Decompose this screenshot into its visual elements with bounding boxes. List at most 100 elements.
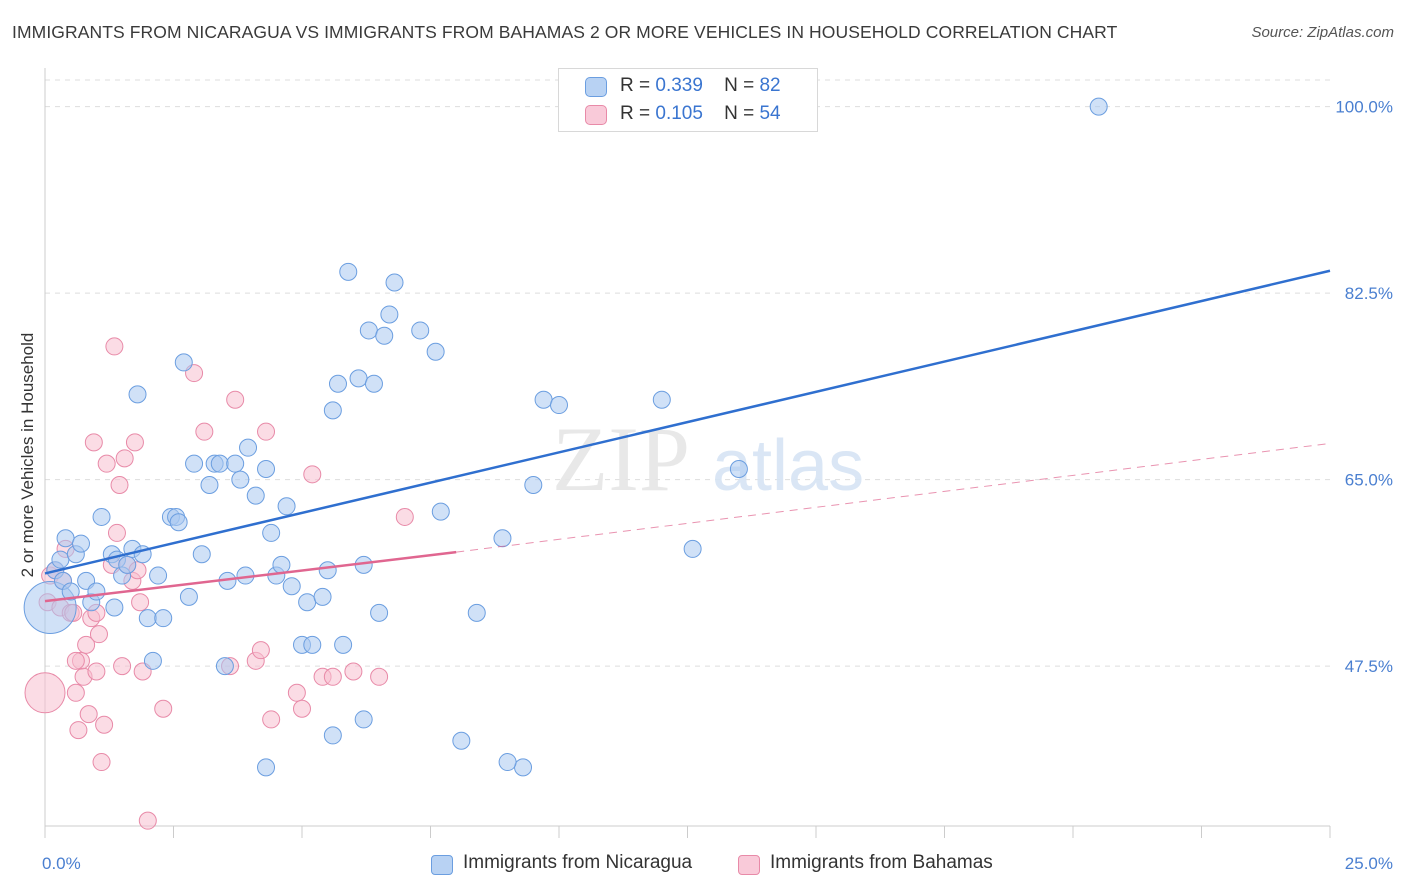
nicaragua-point-60 [370,603,389,622]
nicaragua-point-77 [1089,97,1108,116]
legend-label-nicaragua: Immigrants from Nicaragua [463,852,693,873]
trend-lines [44,269,1331,603]
watermark-zip: ZIP [552,408,690,510]
nicaragua-point-34 [215,657,234,676]
nicaragua-point-10 [87,582,106,601]
bahamas-point-36 [195,422,214,441]
bahamas-point-42 [262,710,281,729]
nicaragua-point-69 [493,529,512,548]
bahamas-point-13 [77,635,96,654]
nicaragua-point-79 [354,710,373,729]
y-tick-label-3: 100.0% [1335,98,1393,117]
y-axis-label: 2 or more Vehicles in Household [18,333,37,578]
legend-n-value-nicaragua: 82 [759,75,781,96]
bahamas-point-9 [66,683,85,702]
nicaragua-point-40 [246,486,265,505]
nicaragua-point-71 [524,475,543,494]
nicaragua-point-5 [61,582,80,601]
bahamas-point-14 [79,705,98,724]
nicaragua-point-68 [467,603,486,622]
bahamas-point-16 [84,433,103,452]
chart-title: IMMIGRANTS FROM NICARAGUA VS IMMIGRANTS … [12,22,1118,42]
bahamas-point-30 [125,433,144,452]
nicaragua-point-4 [56,529,75,548]
nicaragua-trend-line [44,269,1331,575]
nicaragua-point-18 [128,385,147,404]
tick-labels: 47.5% 65.0% 82.5% 100.0% 0.0% 25.0% [42,98,1393,873]
nicaragua-point-2 [51,550,70,569]
bahamas-point-40 [251,641,270,660]
nicaragua-point-61 [375,326,394,345]
x-tick-label-1: 25.0% [1345,854,1393,873]
nicaragua-point-46 [282,577,301,596]
bahamas-point-44 [293,699,311,718]
bahamas-trend-extension [456,442,1331,553]
nicaragua-point-80 [257,758,276,777]
nicaragua-point-54 [334,635,353,654]
y-tick-label-2: 82.5% [1345,284,1393,303]
nicaragua-point-31 [200,475,219,494]
legend-r-label: R = [620,103,651,124]
nicaragua-point-48 [298,593,317,612]
nicaragua-point-30 [192,545,211,564]
nicaragua-swatch [585,77,607,97]
bahamas-point-19 [92,753,111,772]
bahamas-point-48 [344,662,363,681]
bahamas-point-18 [89,625,108,644]
legend-n-label: N = [724,103,755,124]
bahamas-point-17 [87,662,106,681]
nicaragua-point-59 [364,374,383,393]
nicaragua-point-78 [323,726,342,745]
bahamas-legend-swatch [738,855,760,875]
legend-r-value-bahamas: 0.105 [655,103,703,124]
nicaragua-point-49 [303,635,322,654]
bahamas-point-0 [24,672,66,714]
nicaragua-point-55 [339,262,358,281]
bahamas-point-50 [395,507,414,526]
nicaragua-point-52 [323,401,342,420]
nicaragua-point-62 [380,305,399,324]
nicaragua-legend-swatch [431,855,453,875]
bahamas-swatch [585,105,607,125]
nicaragua-point-76 [729,459,748,478]
nicaragua-point-63 [385,273,404,292]
nicaragua-point-44 [272,555,291,574]
nicaragua-point-7 [71,534,90,553]
x-tick-label-0: 0.0% [42,854,81,873]
legend-r-value-nicaragua: 0.339 [655,75,703,96]
nicaragua-point-33 [210,454,229,473]
nicaragua-point-45 [277,497,296,516]
bahamas-point-26 [113,657,132,676]
legend-n-value-bahamas: 54 [759,103,781,124]
nicaragua-point-58 [359,321,378,340]
bahamas-point-34 [154,699,173,718]
bahamas-point-23 [105,337,124,356]
nicaragua-point-41 [257,459,276,478]
bahamas-point-52 [66,651,85,670]
nicaragua-point-16 [118,555,137,574]
nicaragua-point-51 [318,561,337,580]
legend-label-bahamas: Immigrants from Bahamas [770,852,993,873]
nicaragua-point-23 [154,609,173,628]
nicaragua-point-29 [185,454,204,473]
nicaragua-point-67 [452,731,471,750]
nicaragua-point-66 [431,502,450,521]
nicaragua-point-73 [550,396,568,415]
nicaragua-point-81 [498,753,517,772]
bahamas-point-41 [257,422,276,441]
nicaragua-point-39 [239,438,258,457]
legend-n-label: N = [724,75,755,96]
nicaragua-point-11 [92,507,111,526]
nicaragua-point-74 [652,390,671,409]
source-label: Source: ZipAtlas.com [1251,24,1394,41]
nicaragua-point-13 [105,598,124,617]
bahamas-point-49 [370,667,389,686]
bahamas-trend-line [44,550,457,603]
bahamas-point-33 [138,811,157,830]
bahamas-point-21 [97,454,116,473]
nicaragua-point-72 [534,390,553,409]
bahamas-point-47 [323,667,342,686]
bahamas-point-32 [131,593,150,612]
bahamas-point-25 [110,475,129,494]
